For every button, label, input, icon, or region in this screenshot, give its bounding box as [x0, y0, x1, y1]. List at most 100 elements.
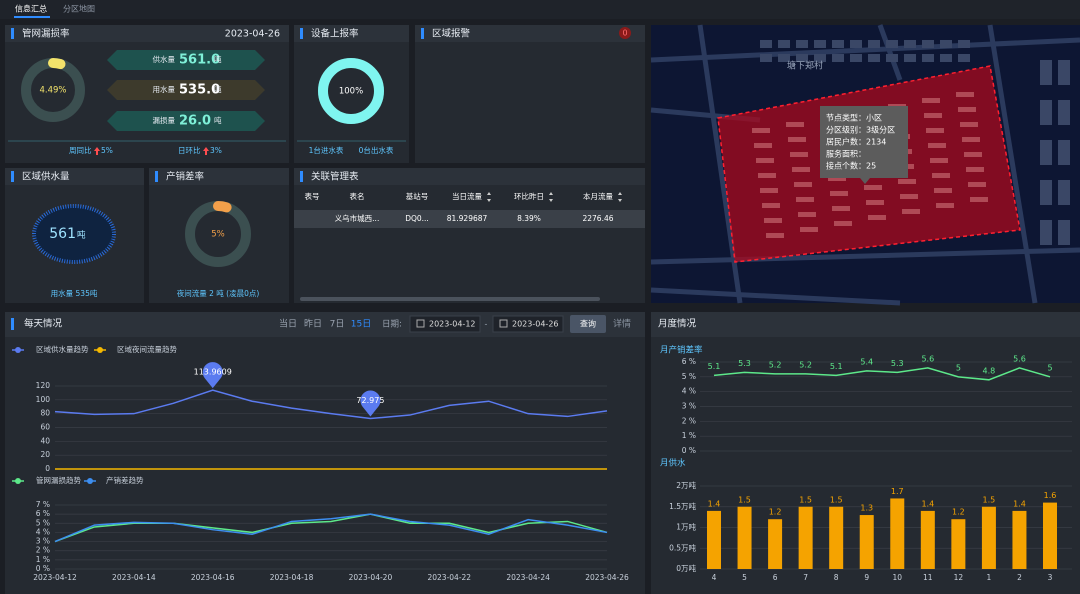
zone-building	[962, 137, 980, 142]
glow	[32, 204, 116, 264]
building	[760, 40, 772, 48]
x-tick-label: 12	[954, 573, 964, 582]
building	[1040, 140, 1052, 165]
range-button[interactable]: 昨日	[304, 318, 322, 330]
building	[778, 54, 790, 62]
date-input[interactable]	[409, 315, 481, 333]
range-button[interactable]: 15日	[351, 319, 371, 330]
panel-header	[149, 168, 289, 185]
road	[650, 37, 1080, 63]
date-value: 2023-04-12	[429, 320, 476, 329]
legend-dot	[15, 347, 21, 353]
x-tick-label: 4	[712, 573, 717, 582]
building	[886, 40, 898, 48]
data-label: 5.1	[830, 362, 843, 371]
item-ribbon	[107, 80, 265, 100]
zone-building	[834, 221, 852, 226]
building	[958, 54, 970, 62]
column-header: 当日流量	[452, 191, 482, 201]
column-header: 表名	[350, 191, 365, 201]
tab[interactable]: 信息汇总	[15, 4, 47, 14]
item-value: 26.0	[179, 114, 211, 129]
road	[650, 287, 901, 306]
map-place: 塘下郑村	[787, 60, 823, 72]
x-tick-label: 2023-04-24	[506, 573, 550, 582]
calendar-icon	[416, 319, 425, 328]
zone-building	[798, 212, 816, 217]
range-button[interactable]: 7日	[330, 319, 345, 330]
y-tick-label: 120	[36, 381, 51, 390]
building	[760, 54, 772, 62]
footer: 0台出水表	[359, 145, 394, 155]
bar	[737, 506, 752, 569]
y-tick-label: 6 %	[36, 509, 50, 518]
data-label: 1.7	[891, 487, 904, 496]
data-label: 5.3	[738, 359, 751, 368]
data-label: 1.5	[738, 495, 751, 504]
panel-header	[5, 168, 144, 185]
tooltip-pointer	[860, 178, 870, 184]
tab[interactable]: 分区地图	[63, 4, 95, 14]
road	[697, 24, 743, 304]
building	[940, 54, 952, 62]
footer-value: 3%	[210, 146, 222, 155]
bar	[768, 519, 783, 569]
sort-icon	[549, 192, 553, 202]
footer: 夜间流量 2 吨 (凌晨0点)	[177, 288, 260, 298]
range-button[interactable]: 当日	[279, 318, 297, 330]
building	[832, 54, 844, 62]
zone-building	[924, 113, 942, 118]
x-tick-label: 2023-04-22	[427, 573, 471, 582]
zone-building	[898, 179, 916, 184]
y-tick-label: 20	[40, 450, 50, 459]
zone-building	[930, 158, 948, 163]
zone-building	[900, 194, 918, 199]
panel-title: 区域供水量	[22, 171, 70, 183]
data-label: 5.6	[921, 354, 934, 363]
x-tick-label: 2	[1017, 573, 1022, 582]
zone-building	[792, 167, 810, 172]
date-value: 2023-04-26	[512, 320, 559, 329]
zone-building	[966, 167, 984, 172]
footer-label: 周同比	[69, 145, 92, 155]
panel	[5, 312, 645, 594]
header-bar	[11, 171, 14, 182]
data-label: 5	[956, 363, 961, 372]
building	[1058, 100, 1070, 125]
header-bar	[300, 171, 303, 182]
building	[1040, 180, 1052, 205]
building	[904, 54, 916, 62]
y-tick-label: 2万吨	[676, 480, 696, 490]
x-tick-label: 3	[1048, 573, 1053, 582]
zone-building	[926, 128, 944, 133]
building	[868, 54, 880, 62]
footer: 用水量 535吨	[51, 288, 98, 298]
x-tick-label: 1	[987, 573, 992, 582]
query-button[interactable]	[570, 315, 606, 333]
y-tick-label: 2 %	[36, 546, 50, 555]
y-tick-label: 1.5万吨	[669, 501, 696, 511]
bar	[829, 506, 844, 569]
building	[868, 40, 880, 48]
data-label: 1.3	[860, 504, 873, 513]
item-label: 供水量	[153, 54, 176, 64]
item-label: 漏损量	[153, 115, 176, 125]
zone-building	[800, 227, 818, 232]
table-cell: DQ0...	[405, 214, 429, 223]
zone-building	[794, 182, 812, 187]
data-label: 1.4	[921, 499, 934, 508]
zone-building	[864, 185, 882, 190]
legend-label: 区域供水量趋势	[36, 344, 89, 354]
zone-building	[964, 152, 982, 157]
x-tick-label: 5	[742, 573, 747, 582]
tab-underline	[14, 16, 50, 18]
panel	[149, 168, 289, 303]
x-tick-label: 7	[803, 573, 808, 582]
detail-link[interactable]: 详情	[613, 318, 631, 330]
query-label[interactable]: 查询	[580, 319, 596, 329]
gauge-label: 4.49%	[39, 86, 66, 96]
zone-building	[958, 107, 976, 112]
date-input[interactable]	[492, 315, 564, 333]
building	[922, 40, 934, 48]
